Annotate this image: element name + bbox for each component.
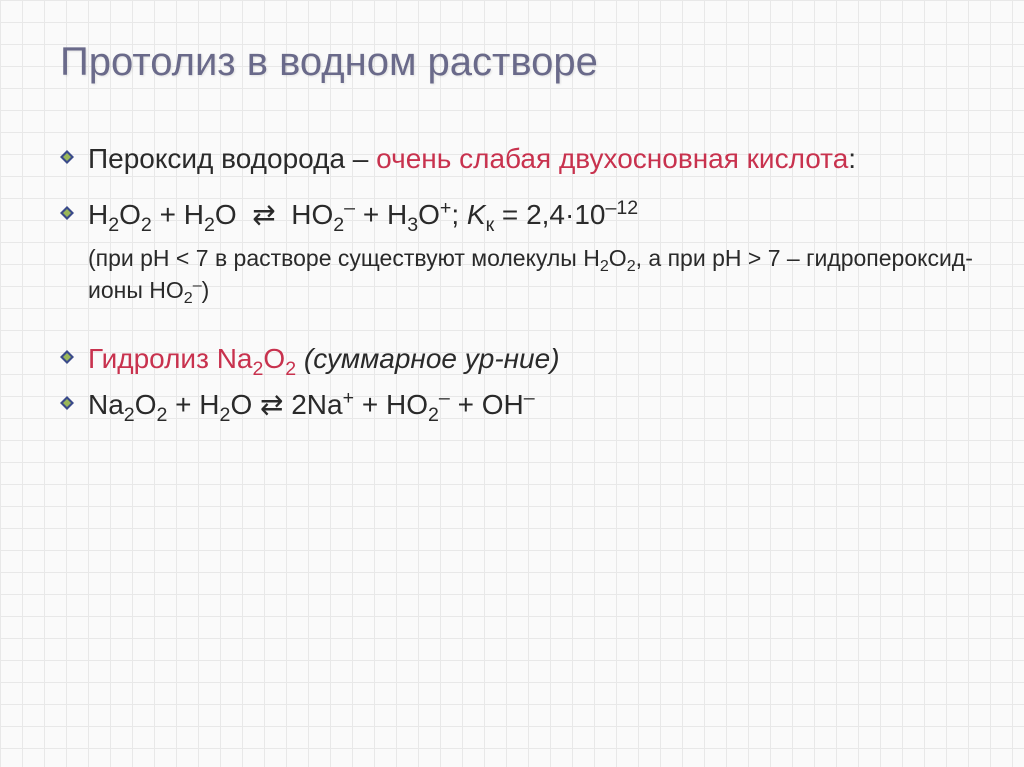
bullet-item: Na2O2 + H2O ⇄ 2Na+ + HO2– + OH– (60, 386, 974, 424)
slide-title: Протолиз в водном растворе (60, 40, 974, 85)
equation: H2O2 + H2O ⇄ HO2– + H3O+; Kк = 2,4·10–12 (88, 196, 638, 234)
note-text: (при pH < 7 в растворе существуют молеку… (88, 242, 974, 306)
diamond-icon (60, 350, 74, 364)
text: Пероксид водорода – (88, 143, 376, 174)
bullet-text: Гидролиз Na2O2 (суммарное ур-ние) (88, 340, 560, 378)
text-italic: (суммарное ур-ние) (304, 343, 560, 374)
text-red: очень слабая двухосновная кислота (376, 143, 848, 174)
bullet-item: Гидролиз Na2O2 (суммарное ур-ние) (60, 340, 974, 378)
diamond-icon (60, 150, 74, 164)
diamond-icon (60, 206, 74, 220)
equation: Na2O2 + H2O ⇄ 2Na+ + HO2– + OH– (88, 386, 535, 424)
text-red: Гидролиз Na2O2 (88, 343, 304, 374)
bullet-item: H2O2 + H2O ⇄ HO2– + H3O+; Kк = 2,4·10–12 (60, 196, 974, 234)
slide: Протолиз в водном растворе Пероксид водо… (0, 0, 1024, 472)
text: : (848, 143, 856, 174)
bullet-text: Пероксид водорода – очень слабая двухосн… (88, 140, 856, 178)
bullet-item: Пероксид водорода – очень слабая двухосн… (60, 140, 974, 178)
diamond-icon (60, 396, 74, 410)
